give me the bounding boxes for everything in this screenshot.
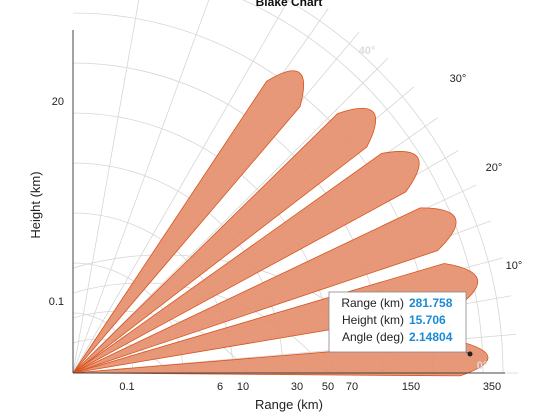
- x-tick-label: 50: [322, 381, 334, 393]
- x-tick-label: 30: [291, 381, 303, 393]
- lobe-4: [72, 151, 420, 374]
- lobe-5: [72, 107, 377, 374]
- x-tick-label: 0.1: [119, 381, 134, 393]
- x-tick-label: 70: [346, 381, 358, 393]
- datatip-key: Height (km): [342, 313, 404, 327]
- angle-grid-ray: [72, 0, 289, 374]
- angle-grid-ray: [72, 0, 210, 374]
- datatip-box: [328, 291, 467, 353]
- angle-tick-label: 20°: [486, 162, 503, 174]
- x-tick-label: 150: [402, 381, 420, 393]
- datatip-rows: Range (km) 281.758 Height (km) 15.706 Angle …: [341, 296, 452, 344]
- x-tick-label: 6: [217, 381, 223, 393]
- angle-grid-ray: [72, 0, 140, 374]
- y-tick-label: 0.1: [49, 296, 64, 308]
- x-tick-label: 350: [483, 381, 501, 393]
- lobe-layer: [72, 70, 489, 377]
- y-tick-label: 20: [52, 96, 64, 108]
- angle-tick-label: 10°: [506, 260, 523, 272]
- angle-tick-label: 0°: [477, 360, 488, 372]
- datatip-marker[interactable]: [467, 351, 473, 357]
- datatip-value: 281.758: [409, 296, 453, 310]
- y-axis-label: Height (km): [28, 171, 43, 238]
- axes-layer: [72, 30, 505, 374]
- datatip-value: 15.706: [409, 313, 446, 327]
- label-layer: Blake Chart Range (km) Height (km): [28, 0, 323, 412]
- angle-grid-ray: [72, 58, 388, 374]
- datatip[interactable]: Range (km) 281.758 Height (km) 15.706 Angle …: [328, 291, 473, 357]
- datatip-key: Angle (deg): [342, 330, 404, 344]
- angle-tick-label: 40°: [359, 45, 376, 57]
- x-tick-label: 10: [237, 381, 249, 393]
- tick-layer: 0.1 6 10 30 50 70 150 350 0.1 20 0° 10° 20° 30° 40°: [49, 45, 523, 393]
- lobe-6: [72, 70, 304, 374]
- chart-title: Blake Chart: [256, 0, 323, 9]
- angle-tick-label: 30°: [450, 73, 467, 85]
- datatip-key: Range (km): [341, 296, 404, 310]
- lobe-3: [72, 207, 457, 374]
- x-axis-label: Range (km): [255, 397, 323, 412]
- datatip-value: 2.14804: [409, 330, 453, 344]
